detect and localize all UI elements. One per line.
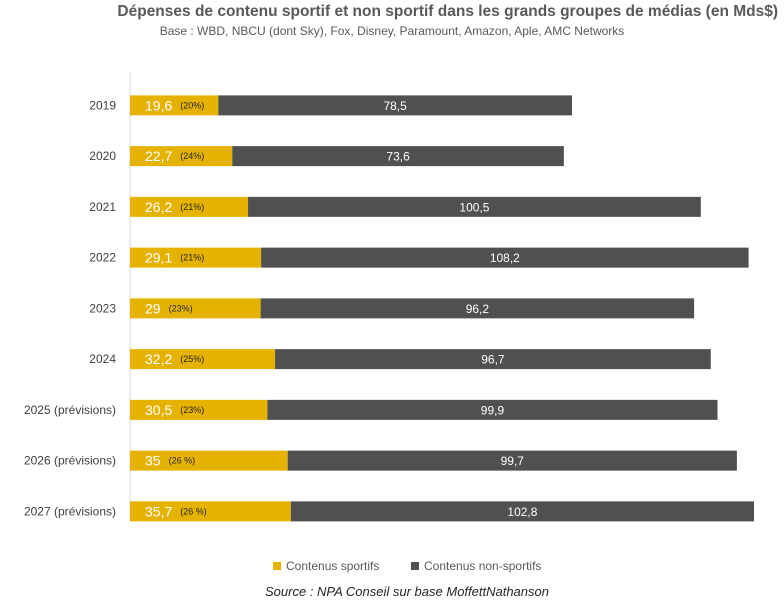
category-label: 2021 bbox=[89, 200, 116, 214]
share-label: (24%) bbox=[180, 151, 204, 161]
data-label-nonsport: 73,6 bbox=[386, 150, 410, 164]
data-label-nonsport: 96,7 bbox=[481, 353, 505, 367]
share-label: (26 %) bbox=[169, 456, 196, 466]
bar-nonsport bbox=[261, 247, 749, 268]
bar-sport bbox=[130, 247, 262, 268]
category-label: 2020 bbox=[89, 149, 116, 163]
data-label-nonsport: 108,2 bbox=[490, 251, 520, 265]
bar-nonsport bbox=[260, 298, 695, 319]
bar-nonsport bbox=[275, 349, 711, 370]
category-label: 2024 bbox=[89, 352, 116, 366]
data-label-nonsport: 96,2 bbox=[466, 302, 490, 316]
bar-nonsport bbox=[287, 450, 737, 471]
data-label-nonsport: 78,5 bbox=[383, 99, 407, 113]
legend-item-nonsport: Contenus non-sportifs bbox=[411, 559, 541, 573]
bar-sport bbox=[130, 95, 219, 116]
share-label: (23%) bbox=[180, 405, 204, 415]
data-label-sport: 35,7 bbox=[145, 503, 172, 519]
category-label: 2027 (prévisions) bbox=[24, 504, 116, 518]
category-label: 2026 (prévisions) bbox=[24, 454, 116, 468]
data-label-nonsport: 102,8 bbox=[507, 505, 537, 519]
data-label-nonsport: 99,7 bbox=[501, 454, 525, 468]
chart-title: Dépenses de contenu sportif et non sport… bbox=[117, 3, 778, 20]
data-label-sport: 22,7 bbox=[145, 148, 172, 164]
data-label-sport: 30,5 bbox=[145, 402, 172, 418]
share-label: (21%) bbox=[180, 202, 204, 212]
data-label-sport: 29 bbox=[145, 300, 161, 316]
share-label: (23%) bbox=[169, 303, 193, 313]
data-label-sport: 26,2 bbox=[145, 199, 172, 215]
bar-nonsport bbox=[248, 196, 701, 217]
share-label: (26 %) bbox=[180, 506, 207, 516]
bar-sport bbox=[130, 298, 261, 319]
data-label-sport: 35 bbox=[145, 453, 161, 469]
category-label: 2023 bbox=[89, 301, 116, 315]
share-label: (25%) bbox=[180, 354, 204, 364]
share-label: (20%) bbox=[180, 100, 204, 110]
legend-swatch-nonsport bbox=[411, 562, 419, 570]
share-label: (21%) bbox=[180, 253, 204, 263]
data-label-nonsport: 100,5 bbox=[459, 200, 489, 214]
bar-sport bbox=[130, 399, 268, 420]
bar-nonsport bbox=[232, 146, 564, 167]
category-label: 2022 bbox=[89, 251, 116, 265]
bar-sport bbox=[130, 349, 276, 370]
bar-sport bbox=[130, 450, 288, 471]
data-label-sport: 32,2 bbox=[145, 351, 172, 367]
legend-label-nonsport: Contenus non-sportifs bbox=[424, 559, 542, 573]
bar-nonsport bbox=[267, 399, 718, 420]
legend-item-sport: Contenus sportifs bbox=[273, 559, 379, 573]
bar-sport bbox=[130, 146, 233, 167]
legend-label-sport: Contenus sportifs bbox=[286, 559, 380, 573]
bar-sport bbox=[130, 196, 249, 217]
bar-nonsport bbox=[218, 95, 572, 116]
chart-subtitle: Base : WBD, NBCU (dont Sky), Fox, Disney… bbox=[159, 24, 625, 38]
bar-nonsport bbox=[290, 501, 754, 522]
data-label-nonsport: 99,9 bbox=[481, 403, 505, 417]
category-label: 2025 (prévisions) bbox=[24, 403, 116, 417]
category-label: 2019 bbox=[89, 98, 116, 112]
data-label-sport: 29,1 bbox=[145, 250, 172, 266]
source-note: Source : NPA Conseil sur base MoffettNat… bbox=[265, 584, 549, 599]
bar-sport bbox=[130, 501, 291, 522]
data-label-sport: 19,6 bbox=[145, 97, 172, 113]
legend-swatch-sport bbox=[273, 562, 281, 570]
